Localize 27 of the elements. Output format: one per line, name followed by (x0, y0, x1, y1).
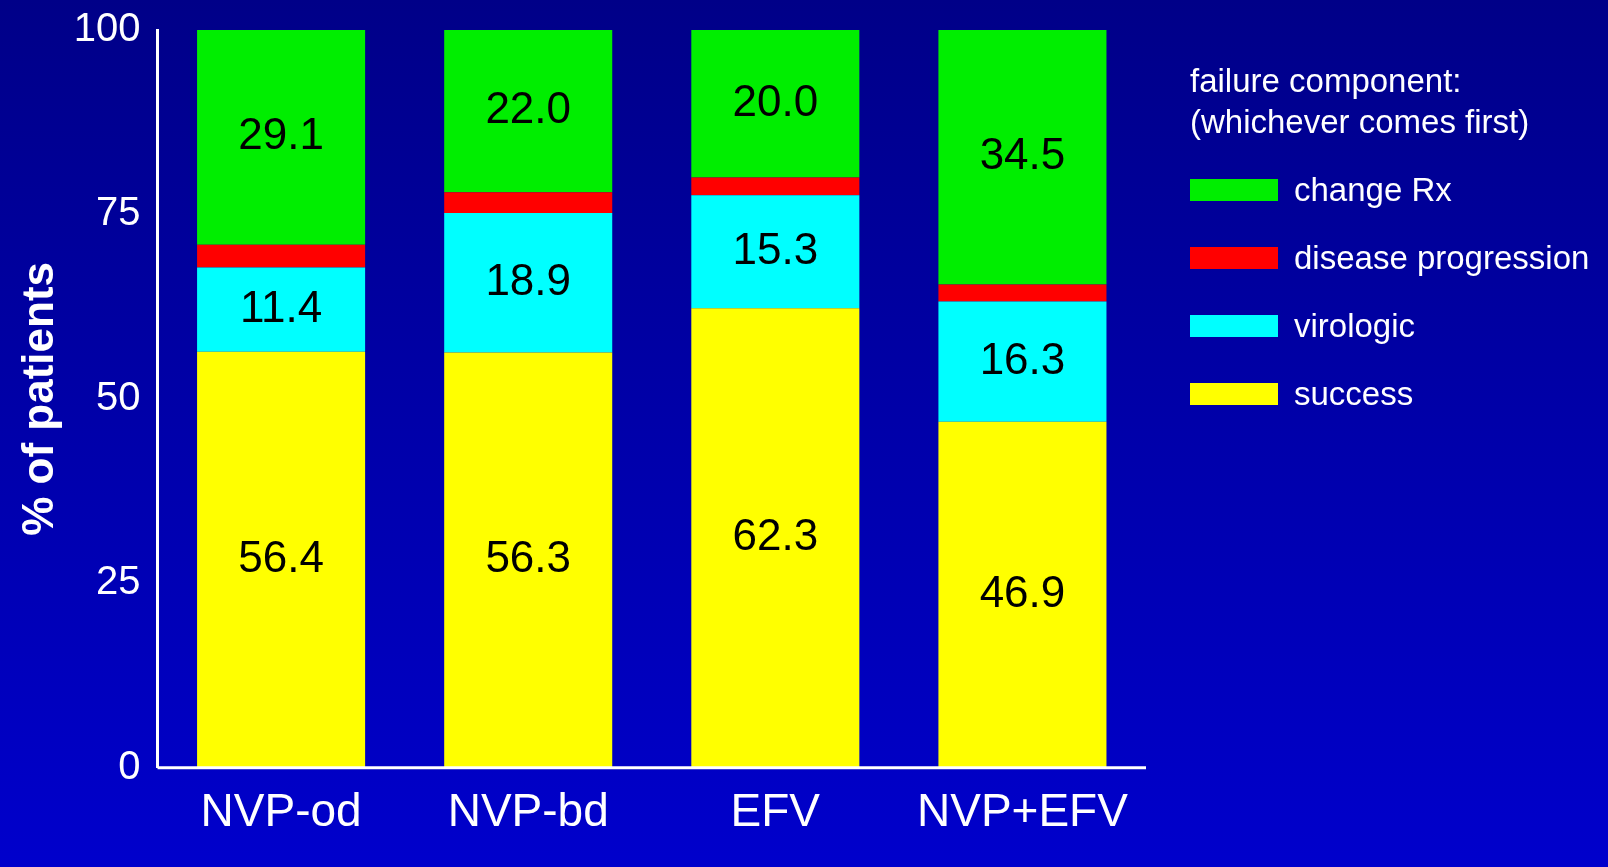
y-tick-label: 50 (96, 373, 141, 418)
data-label: 22.0 (485, 83, 572, 133)
y-axis-title: % of patients (12, 262, 62, 536)
y-tick-label: 0 (118, 742, 141, 787)
x-tick-label: NVP+EFV (916, 784, 1129, 837)
legend-label: success (1294, 374, 1414, 413)
data-label: 46.9 (979, 566, 1066, 616)
legend-title: failure component: (whichever comes first) (1190, 61, 1531, 143)
data-label: 29.1 (238, 109, 324, 159)
legend-label: virologic (1294, 306, 1416, 345)
legend-label: disease progression (1294, 238, 1590, 277)
data-label: 56.3 (485, 532, 572, 582)
data-label: 18.9 (485, 254, 572, 304)
x-tick-label: NVP-bd (447, 784, 609, 837)
x-tick-label: NVP-od (200, 784, 362, 837)
data-label: 34.5 (979, 129, 1066, 179)
data-label: 11.4 (239, 281, 323, 331)
data-label: 15.3 (732, 223, 819, 273)
y-tick-label: 100 (73, 5, 141, 50)
x-tick-label: EFV (730, 784, 821, 837)
legend-label: change Rx (1294, 170, 1452, 209)
data-label: 20.0 (732, 75, 819, 125)
y-tick-label: 75 (96, 189, 141, 234)
data-label: 16.3 (979, 333, 1066, 383)
data-label: 62.3 (732, 510, 819, 560)
data-label: 56.4 (238, 531, 324, 581)
y-tick-label: 25 (96, 558, 141, 603)
